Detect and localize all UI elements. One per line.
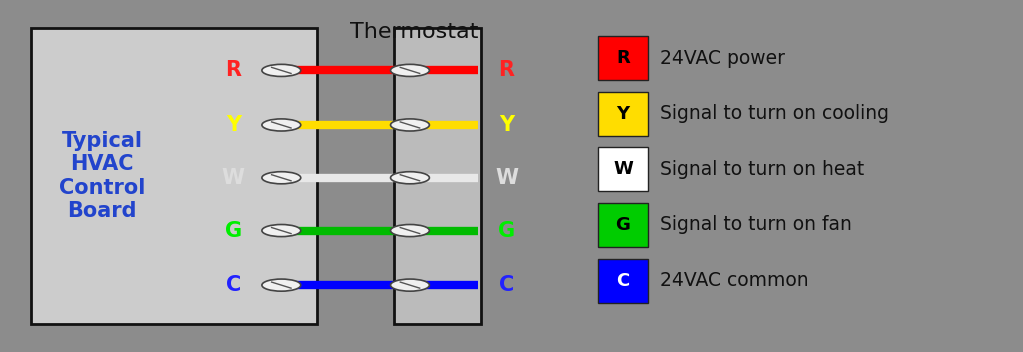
FancyBboxPatch shape [598, 203, 648, 247]
FancyBboxPatch shape [394, 28, 481, 324]
Ellipse shape [262, 279, 301, 291]
FancyBboxPatch shape [598, 147, 648, 191]
FancyBboxPatch shape [598, 92, 648, 136]
Text: C: C [499, 275, 514, 295]
FancyBboxPatch shape [598, 258, 648, 303]
FancyBboxPatch shape [31, 28, 317, 324]
Ellipse shape [262, 172, 301, 184]
Text: 24VAC common: 24VAC common [660, 271, 808, 290]
Text: Y: Y [226, 115, 240, 135]
Text: Typical
HVAC
Control
Board: Typical HVAC Control Board [59, 131, 145, 221]
Text: G: G [498, 221, 515, 240]
FancyBboxPatch shape [598, 36, 648, 80]
Text: Y: Y [617, 105, 629, 123]
Text: C: C [617, 271, 629, 290]
Text: Signal to turn on fan: Signal to turn on fan [660, 215, 852, 234]
Text: Signal to turn on cooling: Signal to turn on cooling [660, 104, 889, 123]
Text: C: C [226, 275, 240, 295]
Text: Y: Y [499, 115, 514, 135]
Text: R: R [498, 61, 515, 80]
Text: G: G [616, 216, 630, 234]
Ellipse shape [391, 119, 430, 131]
Text: W: W [613, 160, 633, 178]
Text: 24VAC power: 24VAC power [660, 49, 785, 68]
Text: Thermostat: Thermostat [350, 22, 479, 42]
Text: R: R [616, 49, 630, 67]
Text: Signal to turn on heat: Signal to turn on heat [660, 160, 864, 179]
Ellipse shape [391, 64, 430, 76]
Ellipse shape [391, 172, 430, 184]
Ellipse shape [262, 119, 301, 131]
Ellipse shape [262, 64, 301, 76]
Text: R: R [225, 61, 241, 80]
Text: W: W [222, 168, 244, 188]
Ellipse shape [391, 225, 430, 237]
Text: G: G [225, 221, 241, 240]
Ellipse shape [262, 225, 301, 237]
Ellipse shape [391, 279, 430, 291]
Text: W: W [495, 168, 518, 188]
